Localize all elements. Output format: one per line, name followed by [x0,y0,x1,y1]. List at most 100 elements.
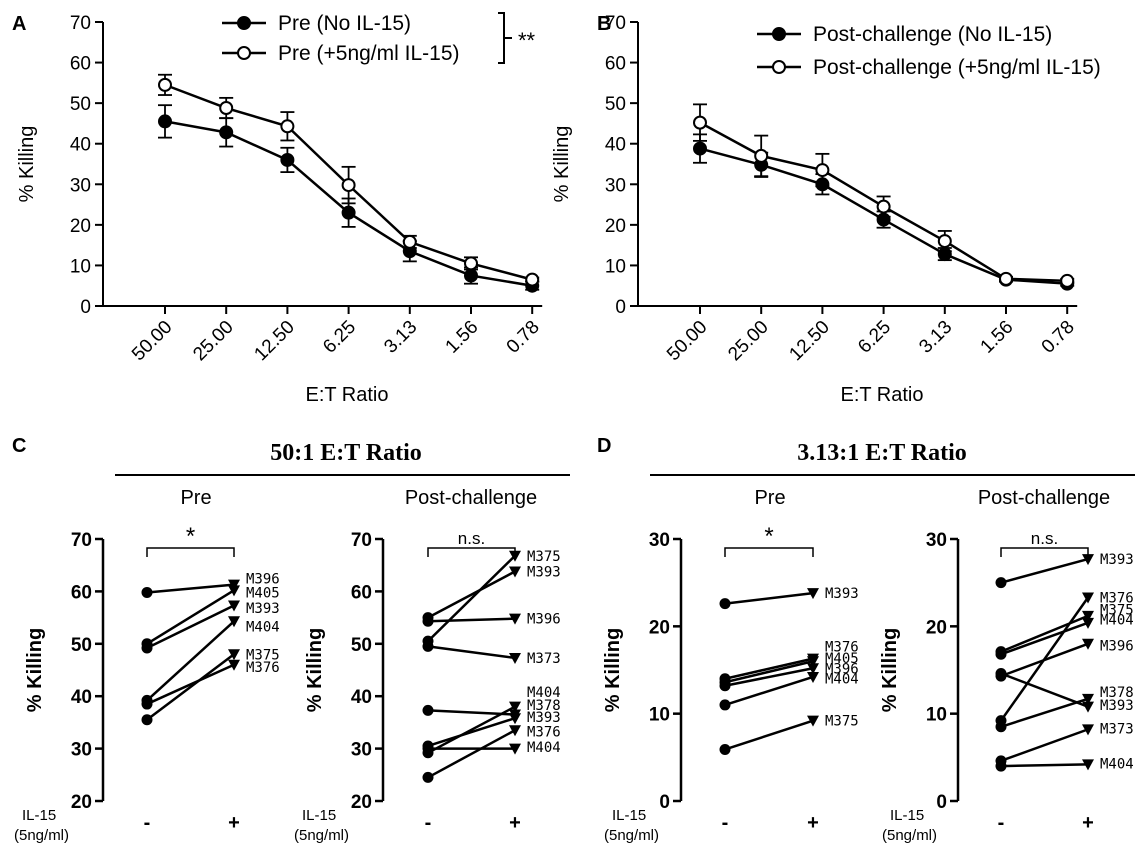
pair-line [724,591,814,605]
legend-marker [237,16,251,30]
x-tick-label-minus: - [998,812,1005,834]
animal-label: M376 [1100,591,1134,607]
significance-bracket [498,12,512,64]
panel-label: A [12,13,26,35]
animal-label: M396 [825,661,859,677]
pre-point [422,704,434,716]
pre-point [141,714,153,726]
x-tick-label: 25.00 [189,317,237,365]
y-tick-label: 30 [70,175,91,196]
pair-line [1000,614,1089,653]
animal-label: M375 [1100,603,1134,619]
animal-label: M373 [1100,722,1134,738]
y-tick-label: 10 [605,256,626,277]
x-tick-label: 12.50 [250,317,298,365]
legend-label: Pre (No IL-15) [278,12,411,35]
x-tick-label-plus: + [228,812,240,834]
y-tick-label: 20 [605,216,626,237]
pre-point [422,771,434,783]
panel-label: C [12,435,26,457]
data-point [158,77,172,92]
pair-line [1000,697,1089,728]
y-tick-label: 10 [70,256,91,277]
significance-marker: * [764,523,773,550]
data-point [341,205,356,220]
pre-point [719,598,731,610]
y-axis-label: % Killing [879,628,901,712]
x-tick-label-minus: - [144,812,151,834]
post-point [1082,724,1094,736]
pair-line [1000,728,1089,763]
data-point [219,125,234,140]
animal-label: M396 [527,612,561,628]
pair-line [427,717,516,748]
post-point [509,701,521,713]
data-point [280,119,295,134]
x-tick-label: 1.56 [442,317,483,358]
pair-line [724,675,814,707]
post-point [807,588,819,600]
x-tick-label: 6.25 [319,317,360,358]
animal-label: M375 [527,549,561,565]
y-tick-label: 30 [71,740,92,761]
x-tick-label-plus: + [1082,812,1094,834]
data-point [693,141,707,156]
pre-point [995,667,1007,679]
pre-point [719,743,731,755]
data-point [219,101,234,116]
significance-marker: n.s. [458,529,485,548]
y-tick-label: 40 [351,687,372,708]
x-tick-label: 0.78 [503,317,544,358]
legend-marker [772,27,786,41]
significance-bracket [1000,547,1089,557]
y-tick-label: 20 [649,617,670,638]
pair-line [724,719,814,751]
pair-line [427,709,516,716]
y-axis-label: % Killing [24,628,46,712]
x-tick-label-minus: - [722,812,729,834]
animal-label: M393 [1100,552,1134,568]
animal-label: M396 [1100,639,1134,655]
legend-label: Post-challenge (+5ng/ml IL-15) [813,56,1101,79]
y-tick-label: 20 [71,792,92,813]
pre-point [422,615,434,627]
pair-line [146,589,235,645]
pair-line [1000,763,1089,768]
y-tick-label: 0 [80,297,91,318]
post-point [509,613,521,625]
pre-point [422,743,434,755]
data-point [158,114,172,129]
data-point [464,256,478,271]
post-point [228,649,240,661]
subplot-title: Post-challenge [405,487,537,509]
y-tick-label: 30 [926,530,947,551]
animal-label: M393 [825,586,859,602]
x-tick-label: 3.13 [380,317,421,358]
post-point [509,652,521,664]
x-axis-label: IL-15 [890,807,924,824]
pair-line [427,729,516,779]
post-point [228,585,240,597]
y-axis-label: % Killing [551,126,573,203]
post-point [1082,617,1094,629]
pair-line [427,554,516,643]
post-point [509,713,521,725]
x-tick-label: 6.25 [854,317,895,358]
animal-label: M393 [527,564,561,580]
significance-marker: * [186,523,195,550]
significance-marker: n.s. [1031,529,1058,548]
animal-label: M375 [825,714,859,730]
data-point [1060,273,1075,288]
y-tick-label: 30 [649,530,670,551]
y-tick-label: 10 [926,705,947,726]
subplot-title: Pre [754,487,785,509]
post-point [807,663,819,675]
legend-marker [237,46,251,60]
y-tick-label: 50 [70,94,91,115]
x-axis-label: IL-15 [302,807,336,824]
y-tick-label: 0 [659,792,670,813]
post-point [1082,638,1094,650]
x-tick-label: 12.50 [785,317,833,365]
y-axis-label: % Killing [304,628,326,712]
